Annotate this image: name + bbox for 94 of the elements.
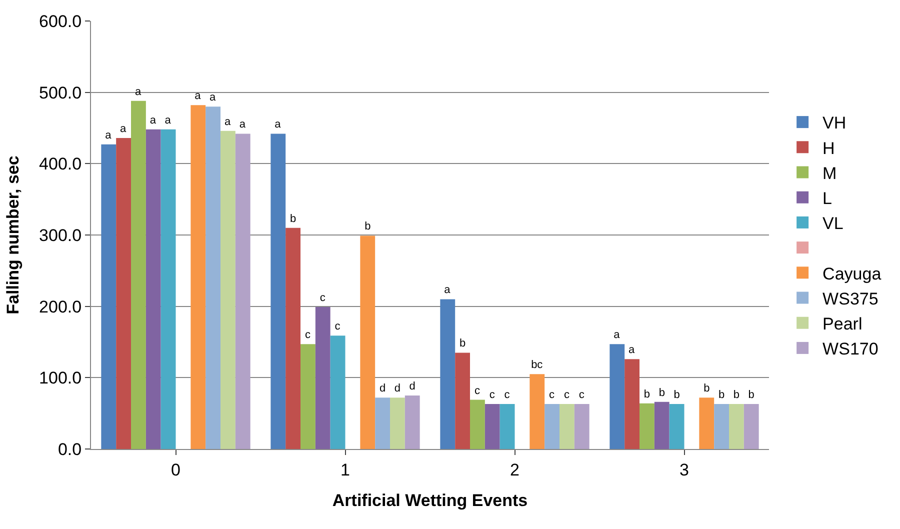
bar (330, 336, 346, 449)
bar (440, 299, 456, 449)
bar (131, 100, 146, 449)
data-label: b (364, 220, 371, 233)
bar (206, 106, 220, 449)
bar (699, 398, 714, 449)
y-tick-label: 100.0 (39, 368, 82, 388)
data-label: c (489, 389, 496, 402)
bar (654, 402, 670, 449)
data-label: d (394, 382, 401, 395)
bar (744, 404, 759, 449)
bar (470, 400, 485, 449)
legend-label: VH (822, 114, 846, 133)
bar (404, 396, 420, 449)
data-label: c (564, 389, 570, 402)
bar (669, 404, 684, 449)
bar (160, 129, 176, 449)
data-label: b (718, 389, 725, 402)
data-label: b (748, 389, 754, 402)
bar (729, 404, 744, 449)
data-label: bc (531, 359, 544, 372)
x-tick-label: 0 (171, 460, 180, 480)
bar (390, 398, 405, 449)
data-label: c (334, 320, 341, 333)
data-label: a (210, 92, 217, 104)
bar (375, 398, 390, 449)
bar (286, 228, 300, 449)
bar (640, 403, 654, 449)
y-tick-label: 200.0 (39, 297, 82, 316)
legend-label: M (822, 164, 837, 183)
data-label: c (504, 389, 510, 402)
data-label: d (409, 380, 416, 392)
x-tick-label: 1 (340, 460, 350, 480)
data-label: b (644, 388, 650, 400)
bar (544, 404, 560, 449)
legend-label: H (822, 138, 835, 158)
bar (484, 404, 500, 449)
bar (574, 404, 590, 449)
bar (455, 352, 470, 449)
bar (610, 344, 625, 449)
bar (220, 130, 236, 449)
bar (624, 359, 640, 449)
data-label: b (674, 389, 680, 402)
y-tick-label: 500.0 (39, 83, 82, 102)
data-label: a (150, 114, 157, 126)
legend-label: Cayuga (822, 264, 882, 284)
data-label: d (379, 382, 386, 395)
bar (300, 344, 316, 449)
bar (315, 307, 330, 449)
x-axis-title: Artificial Wetting Events (332, 490, 528, 510)
data-label: a (120, 122, 128, 135)
data-label: b (658, 386, 665, 399)
data-label: a (628, 344, 636, 356)
data-label: b (459, 338, 466, 350)
bar (190, 105, 206, 449)
data-label: b (704, 382, 710, 395)
data-label: b (290, 212, 296, 225)
data-label: a (105, 129, 112, 142)
data-label: c (578, 389, 585, 402)
bar (116, 138, 131, 449)
legend-label: L (822, 188, 832, 208)
data-label: a (614, 329, 621, 342)
legend-label: VL (822, 214, 844, 234)
y-tick-label: 0.0 (58, 440, 82, 459)
y-axis-title: Falling number, sec (4, 156, 23, 314)
data-label: b (733, 389, 740, 402)
legend-label: WS170 (822, 340, 878, 359)
bar (235, 134, 250, 449)
bar (500, 404, 515, 449)
data-label: a (164, 114, 172, 126)
bar (360, 236, 376, 449)
data-label: a (134, 86, 142, 98)
bar (530, 374, 545, 449)
data-label: a (224, 116, 232, 128)
legend-label: Pearl (822, 314, 862, 334)
data-label: a (194, 90, 202, 102)
data-label: c (320, 292, 326, 304)
data-label: c (549, 389, 556, 402)
bar (714, 404, 729, 449)
legend-label: WS375 (822, 289, 878, 308)
y-tick-label: 400.0 (39, 154, 82, 174)
bar (101, 144, 116, 449)
data-label: a (239, 118, 246, 131)
y-tick-label: 300.0 (39, 226, 82, 245)
data-label: c (474, 384, 480, 397)
bar (560, 404, 574, 449)
data-label: a (444, 284, 452, 296)
data-label: c (304, 329, 311, 342)
bar (146, 129, 161, 449)
x-tick-label: 3 (680, 460, 689, 480)
data-label: a (274, 118, 282, 131)
y-tick-label: 600.0 (39, 12, 82, 31)
x-tick-label: 2 (510, 460, 520, 480)
bar (270, 134, 286, 449)
